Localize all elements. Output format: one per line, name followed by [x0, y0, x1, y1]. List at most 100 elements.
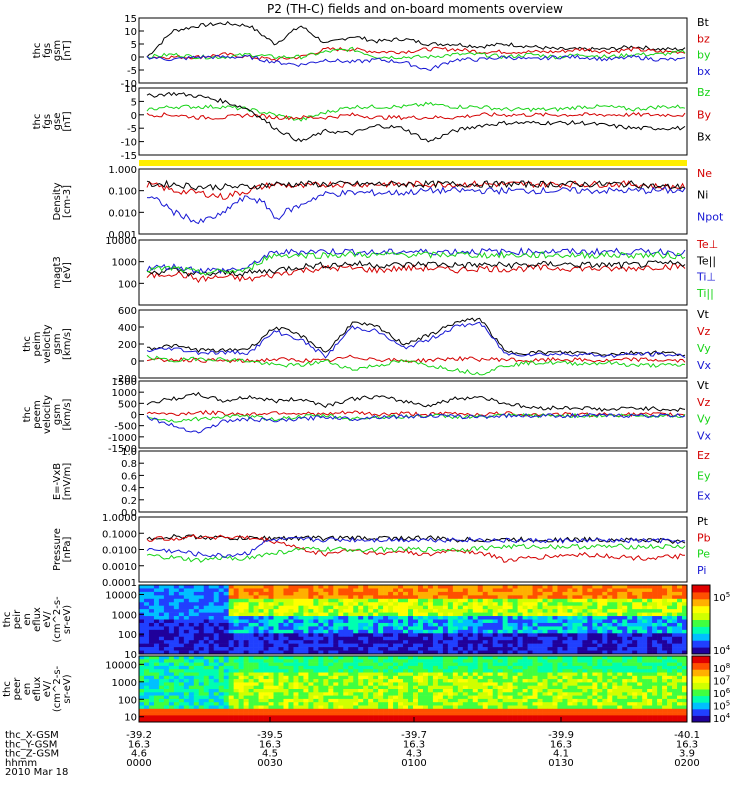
heatmap-cell	[318, 612, 324, 617]
heatmap-cell	[288, 692, 294, 696]
heatmap-cell	[323, 702, 329, 706]
heatmap-cell	[462, 609, 469, 613]
heatmap-cell	[442, 679, 449, 683]
heatmap-cell	[283, 682, 289, 686]
heatmap-cell	[363, 692, 369, 696]
heatmap-cell	[522, 692, 528, 696]
heatmap-cell	[188, 633, 195, 638]
heatmap-cell	[193, 695, 200, 700]
heatmap-cell	[597, 685, 603, 690]
heatmap-cell	[273, 702, 279, 706]
heatmap-cell	[163, 633, 170, 638]
heatmap-cell	[378, 698, 384, 703]
heatmap-cell	[408, 675, 414, 680]
heatmap-cell	[338, 619, 344, 624]
heatmap-cell	[437, 602, 444, 606]
heatmap-cell	[527, 669, 533, 673]
heatmap-cell	[612, 612, 618, 617]
heatmap-cell	[208, 588, 215, 593]
heatmap-cell	[517, 640, 523, 644]
heatmap-cell	[442, 708, 449, 713]
y-tick-label: 1.0	[121, 447, 137, 458]
heatmap-cell	[637, 622, 643, 627]
heatmap-cell	[398, 612, 404, 617]
heatmap-cell	[323, 712, 329, 716]
heatmap-cell	[183, 712, 190, 716]
heatmap-cell	[263, 689, 269, 693]
heatmap-cell	[572, 705, 578, 710]
heatmap-cell	[238, 591, 244, 596]
heatmap-cell	[223, 718, 229, 723]
heatmap-cell	[218, 702, 224, 706]
heatmap-cell	[672, 629, 678, 634]
heatmap-cell	[587, 605, 593, 610]
heatmap-cell	[383, 718, 389, 723]
heatmap-cell	[198, 595, 205, 600]
heatmap-cell	[657, 588, 663, 593]
heatmap-cell	[637, 702, 643, 706]
heatmap-cell	[183, 640, 190, 644]
heatmap-cell	[193, 672, 200, 677]
heatmap-cell	[158, 636, 165, 641]
heatmap-cell	[682, 626, 688, 631]
heatmap-cell	[517, 591, 523, 596]
heatmap-cell	[502, 689, 508, 693]
heatmap-cell	[373, 616, 379, 620]
heatmap-cell	[228, 698, 234, 703]
heatmap-cell	[492, 640, 498, 644]
heatmap-cell	[253, 656, 259, 660]
heatmap-cell	[442, 650, 449, 655]
heatmap-cell	[612, 659, 618, 663]
heatmap-cell	[343, 647, 349, 651]
heatmap-cell	[198, 622, 205, 627]
heatmap-cell	[353, 698, 359, 703]
heatmap-cell	[427, 650, 434, 655]
heatmap-cell	[338, 702, 344, 706]
heatmap-cell	[208, 692, 215, 696]
heatmap-cell	[298, 695, 304, 700]
heatmap-cell	[622, 665, 628, 670]
heatmap-cell	[472, 682, 479, 686]
heatmap-cell	[383, 665, 389, 670]
heatmap-cell	[422, 675, 429, 680]
heatmap-cell	[238, 656, 244, 660]
heatmap-cell	[328, 595, 334, 600]
heatmap-cell	[662, 692, 668, 696]
heatmap-cell	[243, 718, 249, 723]
heatmap-cell	[497, 675, 503, 680]
heatmap-cell	[173, 715, 180, 719]
heatmap-cell	[203, 698, 210, 703]
heatmap-cell	[168, 662, 175, 667]
heatmap-cell	[597, 629, 603, 634]
heatmap-cell	[183, 675, 190, 680]
heatmap-cell	[148, 665, 155, 670]
heatmap-cell	[492, 695, 498, 700]
heatmap-cell	[662, 718, 668, 723]
heatmap-cell	[542, 682, 548, 686]
heatmap-cell	[328, 708, 334, 713]
heatmap-cell	[597, 602, 603, 606]
heatmap-cell	[617, 695, 623, 700]
heatmap-cell	[617, 672, 623, 677]
heatmap-cell	[457, 659, 464, 663]
heatmap-cell	[363, 588, 369, 593]
heatmap-cell	[363, 602, 369, 606]
heatmap-cell	[552, 695, 558, 700]
heatmap-cell	[358, 689, 364, 693]
heatmap-cell	[472, 659, 479, 663]
heatmap-cell	[268, 659, 274, 663]
heatmap-cell	[592, 622, 598, 627]
heatmap-cell	[542, 609, 548, 613]
heatmap-cell	[378, 619, 384, 624]
heatmap-cell	[432, 708, 439, 713]
heatmap-cell	[602, 672, 608, 677]
heatmap-cell	[492, 636, 498, 641]
heatmap-cell	[323, 672, 329, 677]
heatmap-cell	[437, 591, 444, 596]
heatmap-cell	[203, 609, 210, 613]
heatmap-cell	[492, 705, 498, 710]
heatmap-cell	[293, 633, 299, 638]
heatmap-cell	[437, 682, 444, 686]
heatmap-cell	[383, 643, 389, 648]
